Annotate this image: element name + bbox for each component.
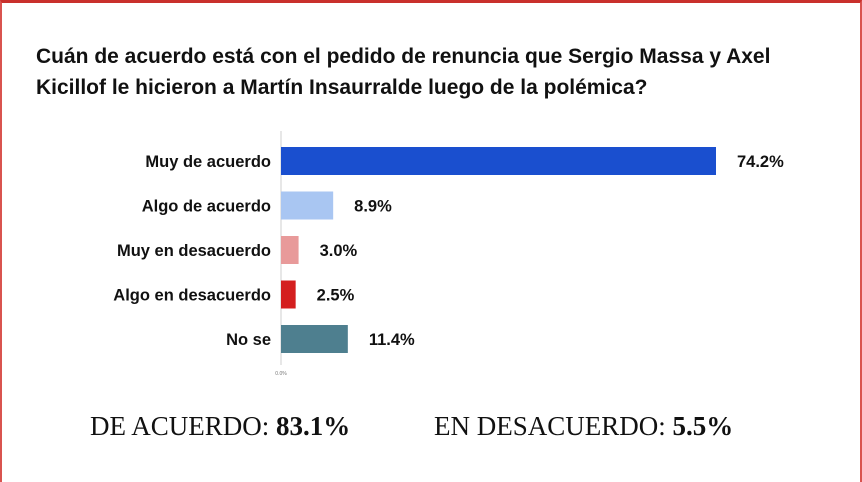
bar-4	[281, 325, 348, 353]
x-tick-label: 0.0%	[275, 371, 287, 377]
summary-row: DE ACUERDO: 83.1% EN DESACUERDO: 5.5%	[2, 411, 862, 451]
chart-title: Cuán de acuerdo está con el pedido de re…	[36, 45, 771, 99]
disagree-summary: EN DESACUERDO: 5.5%	[434, 411, 733, 442]
value-label-2: 3.0%	[320, 242, 358, 260]
disagree-value: 5.5%	[672, 411, 734, 441]
category-label-2: Muy en desacuerdo	[117, 242, 271, 260]
bar-0	[281, 147, 716, 175]
bar-3	[281, 280, 296, 309]
agree-summary: DE ACUERDO: 83.1%	[90, 411, 350, 442]
category-label-3: Algo en desacuerdo	[113, 287, 271, 305]
agree-value: 83.1%	[276, 411, 351, 441]
category-label-0: Muy de acuerdo	[145, 153, 271, 171]
agree-label: DE ACUERDO:	[90, 411, 270, 441]
category-label-4: No se	[226, 331, 271, 349]
category-label-1: Algo de acuerdo	[142, 198, 271, 216]
disagree-label: EN DESACUERDO:	[434, 411, 666, 441]
value-label-0: 74.2%	[737, 153, 784, 171]
value-label-3: 2.5%	[317, 287, 355, 305]
bar-2	[281, 236, 299, 264]
value-label-4: 11.4%	[369, 331, 415, 349]
bar-chart: Muy de acuerdo 74.2% Algo de acuerdo 8.9% Mu…	[113, 131, 784, 377]
value-label-1: 8.9%	[354, 198, 392, 216]
bar-1	[281, 191, 334, 220]
